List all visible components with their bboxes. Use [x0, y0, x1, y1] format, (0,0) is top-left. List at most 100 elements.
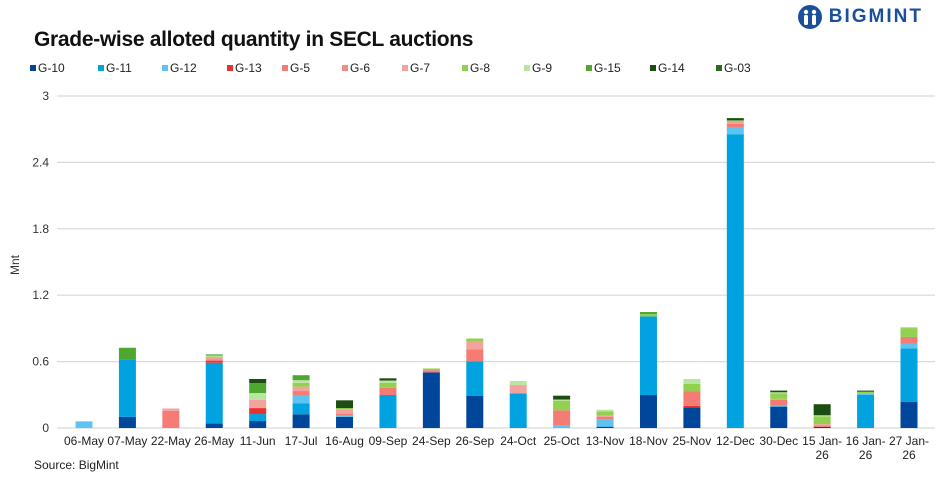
bar-segment-g-11	[205, 362, 223, 424]
bar-segment-g-7	[770, 398, 788, 401]
bar-segment-g-9	[813, 415, 831, 417]
bar-segment-g-10	[466, 395, 484, 428]
bar-segment-g-5	[292, 391, 310, 396]
x-tick-label: 16 Jan-26	[846, 434, 886, 462]
bar-segment-g-8	[379, 382, 397, 388]
legend-item-g-10: G-10	[30, 61, 98, 75]
legend-swatch	[162, 65, 168, 71]
bar-segment-g-5	[162, 410, 180, 428]
y-tick-label: 1.8	[32, 222, 49, 236]
bar-segment-g-5	[596, 416, 614, 420]
bar-segment-g-10	[205, 423, 223, 428]
bar-segment-g-5	[900, 336, 918, 344]
bar-segment-g-7	[249, 400, 267, 409]
bar-segment-g-5	[205, 359, 223, 362]
x-tick-label: 13-Nov	[586, 434, 625, 448]
bar-segment-g-7	[466, 341, 484, 350]
legend-swatch	[524, 65, 530, 71]
bar-segment-g-15	[639, 312, 657, 315]
bar-segment-g-8	[813, 416, 831, 425]
bar-segment-g-14	[249, 378, 267, 384]
bar-segment-g-7	[813, 424, 831, 426]
legend-swatch	[30, 65, 36, 71]
legend-swatch	[462, 65, 468, 71]
bar-segment-g-10	[249, 421, 267, 428]
legend-label: G-11	[106, 61, 132, 75]
bar-segment-g-9	[770, 392, 788, 394]
y-tick-label: 0.6	[32, 355, 49, 369]
bar-segment-g-14	[857, 390, 875, 392]
bar-segment-g-7	[292, 386, 310, 392]
legend-swatch	[227, 65, 233, 71]
legend-label: G-7	[410, 61, 431, 75]
bar-segment-g-12	[770, 405, 788, 407]
x-tick-label: 30-Dec	[759, 434, 798, 448]
y-axis-label: Mnt	[8, 254, 22, 275]
x-tick-label: 26-Sep	[455, 434, 494, 448]
bar-segment-g-11	[249, 414, 267, 422]
bar-segment-g-14	[770, 390, 788, 393]
bar-segment-g-9	[292, 380, 310, 383]
bar-segment-g-14	[813, 404, 831, 416]
bar-segment-g-10	[683, 407, 701, 428]
bar-segment-g-10	[336, 416, 354, 428]
bar-segment-g-12	[857, 393, 875, 396]
legend: G-10 G-11 G-12 G-13 G-5 G-6 G-7 G-8 G-9 G-15 G-14 G…	[30, 61, 776, 75]
x-tick-label: 26-May	[194, 434, 234, 448]
y-tick-label: 1.2	[32, 288, 49, 302]
bar-segment-g-7	[596, 415, 614, 417]
x-tick-label: 25-Oct	[544, 434, 581, 448]
chart-title: Grade-wise alloted quantity in SECL auct…	[34, 28, 474, 51]
bar-segment-g-9	[900, 326, 918, 329]
bar-segment-g-10	[639, 395, 657, 428]
bar-segment-g-10	[422, 372, 440, 428]
bar-segment-g-9	[379, 380, 397, 383]
legend-item-g-14: G-14	[650, 61, 716, 75]
bar-segment-g-14	[379, 378, 397, 381]
bar-segment-g-11	[726, 134, 744, 428]
x-tick-label: 09-Sep	[369, 434, 408, 448]
legend-item-g-13: G-13	[227, 61, 282, 75]
x-tick-label: 18-Nov	[629, 434, 668, 448]
legend-label: G-10	[38, 61, 65, 75]
bar-segment-g-10	[770, 406, 788, 428]
bar-segment-g-11	[857, 395, 875, 428]
legend-item-g-11: G-11	[98, 61, 162, 75]
bar-segment-g-11	[900, 348, 918, 402]
x-tick-label: 12-Dec	[716, 434, 755, 448]
bar-segment-g-13	[205, 361, 223, 363]
bar-segment-g-5	[466, 349, 484, 362]
bar-segment-g-9	[683, 378, 701, 384]
legend-item-g-8: G-8	[462, 61, 524, 75]
bar-segment-g-14	[336, 400, 354, 409]
bar-segment-g-15	[292, 375, 310, 381]
bar-segment-g-10	[813, 426, 831, 428]
bar-segment-g-8	[683, 383, 701, 392]
legend-item-g-03: G-03	[716, 61, 776, 75]
bar-segment-g-11	[292, 403, 310, 415]
source-note: Source: BigMint	[34, 458, 119, 472]
x-tick-label: 06-May	[64, 434, 104, 448]
bar-segment-g-8	[553, 400, 571, 411]
legend-label: G-8	[470, 61, 491, 75]
legend-label: G-12	[170, 61, 197, 75]
logo-text: BIGMINT	[828, 6, 923, 27]
legend-label: G-13	[235, 61, 262, 75]
bar-segment-g-8	[596, 411, 614, 416]
x-tick-label: 25-Nov	[673, 434, 712, 448]
bar-segment-g-5	[770, 400, 788, 406]
bar-segment-g-11	[118, 359, 136, 417]
bar-segment-g-15	[118, 347, 136, 360]
x-tick-label: 27 Jan-26	[889, 434, 929, 462]
y-tick-label: 2.4	[32, 155, 49, 169]
legend-swatch	[98, 65, 104, 71]
bar-segment-g-5	[336, 413, 354, 416]
legend-label: G-03	[724, 61, 751, 75]
bar-segment-g-12	[900, 343, 918, 349]
bar-segment-g-11	[639, 316, 657, 396]
bar-segment-g-11	[466, 361, 484, 396]
legend-swatch	[342, 65, 348, 71]
legend-label: G-5	[290, 61, 311, 75]
